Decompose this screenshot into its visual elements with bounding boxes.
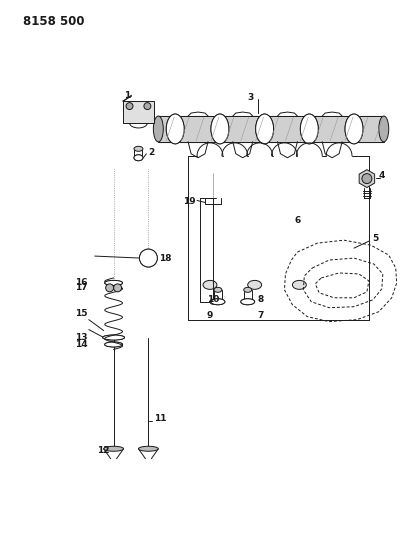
Ellipse shape [244, 287, 252, 292]
Ellipse shape [134, 147, 143, 151]
Ellipse shape [248, 280, 262, 289]
Ellipse shape [379, 116, 389, 142]
Ellipse shape [211, 299, 225, 305]
Ellipse shape [103, 335, 125, 340]
Text: 17: 17 [75, 284, 88, 293]
Circle shape [144, 103, 151, 110]
Text: 3: 3 [248, 93, 254, 102]
Text: 6: 6 [294, 216, 300, 225]
Ellipse shape [211, 299, 225, 305]
Text: 16: 16 [75, 278, 88, 287]
Ellipse shape [153, 116, 163, 142]
Ellipse shape [345, 114, 363, 144]
Ellipse shape [211, 114, 229, 144]
Text: 5: 5 [372, 233, 378, 243]
Ellipse shape [241, 299, 255, 305]
Ellipse shape [256, 114, 274, 144]
Ellipse shape [166, 114, 184, 144]
Ellipse shape [105, 342, 122, 347]
Ellipse shape [105, 280, 122, 285]
Ellipse shape [214, 287, 222, 292]
Text: 19: 19 [183, 197, 196, 206]
Text: 8158 500: 8158 500 [23, 15, 85, 28]
Ellipse shape [300, 114, 318, 144]
Ellipse shape [134, 155, 143, 161]
Polygon shape [359, 169, 375, 188]
Text: 15: 15 [75, 309, 88, 318]
Ellipse shape [292, 280, 306, 289]
Text: 9: 9 [207, 311, 213, 320]
Circle shape [113, 284, 122, 292]
Text: 10: 10 [207, 295, 219, 304]
Ellipse shape [210, 299, 216, 304]
Ellipse shape [105, 280, 122, 285]
Ellipse shape [166, 114, 184, 144]
Bar [122, 101, 155, 123]
Ellipse shape [241, 299, 255, 305]
Ellipse shape [105, 342, 122, 347]
Ellipse shape [211, 114, 229, 144]
Circle shape [126, 103, 133, 110]
Ellipse shape [203, 280, 217, 289]
Text: 18: 18 [159, 254, 172, 263]
Text: 2: 2 [148, 148, 155, 157]
Circle shape [139, 249, 157, 267]
Ellipse shape [256, 114, 274, 144]
Ellipse shape [300, 114, 318, 144]
Text: 13: 13 [75, 333, 88, 342]
Ellipse shape [104, 446, 124, 451]
Circle shape [106, 284, 113, 292]
Circle shape [139, 249, 157, 267]
Ellipse shape [103, 335, 125, 340]
Text: 4: 4 [379, 171, 385, 180]
Text: 1: 1 [124, 91, 131, 100]
Ellipse shape [134, 155, 143, 161]
Text: 12: 12 [97, 446, 109, 455]
Circle shape [362, 174, 372, 183]
Text: 7: 7 [258, 311, 264, 320]
Text: 14: 14 [75, 340, 88, 349]
Circle shape [143, 253, 153, 263]
Text: 11: 11 [155, 415, 167, 423]
Text: 8: 8 [258, 295, 264, 304]
Ellipse shape [139, 446, 158, 451]
Ellipse shape [345, 114, 363, 144]
